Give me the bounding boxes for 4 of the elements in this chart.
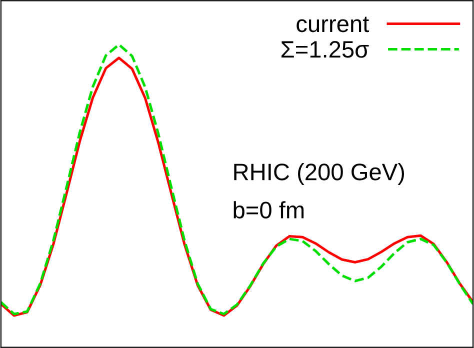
legend-label: current [296,16,369,32]
annotation: RHIC (200 GeV) [234,162,404,185]
annotation: b=0 fm [234,201,304,218]
legend-label: Σ=1.25σ [282,41,369,58]
